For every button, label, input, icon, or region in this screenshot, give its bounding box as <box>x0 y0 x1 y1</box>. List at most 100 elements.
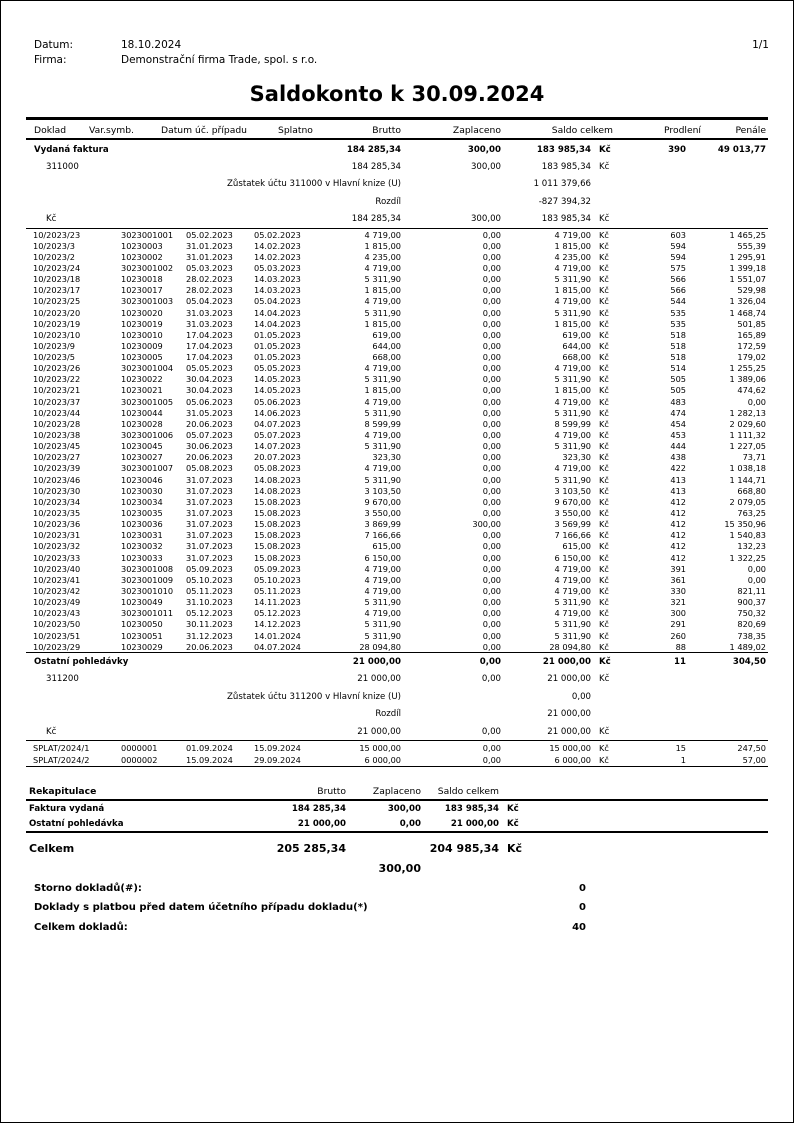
table-row: 10/2023/5 10230005 17.04.2023 01.05.2023 668… <box>26 352 768 363</box>
cell: 0,00 <box>403 641 504 654</box>
currency-suffix: Kč <box>599 656 611 667</box>
cell: 10230035 <box>121 508 163 519</box>
cell: 04.07.2024 <box>248 641 311 654</box>
cell: 260 <box>670 630 687 641</box>
cell: 28 094,80 <box>503 641 594 654</box>
cell: 1 815,00 <box>364 318 402 329</box>
cell: 518 <box>670 340 687 351</box>
cell: 6 150,00 <box>554 552 592 563</box>
cell: 566 <box>670 285 687 296</box>
table-row: 10/2023/44 10230044 31.05.2023 14.06.2023 5 … <box>26 407 768 418</box>
cell: 05.07.2023 <box>254 430 301 441</box>
cell: 4 719,00 <box>364 463 402 474</box>
currency-suffix: Kč <box>507 803 519 814</box>
col-zaplaceno: Zaplaceno <box>452 125 501 136</box>
cell: 5 311,90 <box>364 307 402 318</box>
cell: 05.09.2023 <box>186 563 233 574</box>
cell: 10/2023/26 <box>33 363 81 374</box>
cell: 05.06.2023 <box>254 396 301 407</box>
cell: 0,00 <box>482 586 502 597</box>
cell: 73,71 <box>742 452 767 463</box>
cell: 483 <box>670 396 687 407</box>
cell: 5 311,90 <box>554 597 592 608</box>
currency-suffix: Kč <box>599 485 609 496</box>
cell: 10230050 <box>121 619 163 630</box>
cell: 31.07.2023 <box>186 508 233 519</box>
zustatek-row: Zůstatek účtu 311200 v Hlavní knize (U) … <box>26 688 768 705</box>
cell: 555,39 <box>737 240 767 251</box>
cell: 31.07.2023 <box>186 552 233 563</box>
cell: 10230003 <box>121 240 163 251</box>
cell: 10230044 <box>121 407 163 418</box>
table-row: 10/2023/2 10230002 31.01.2023 14.02.2023 4 2… <box>26 251 768 262</box>
cell: 10230002 <box>121 251 163 262</box>
cell: 594 <box>670 251 687 262</box>
cell: 5 311,90 <box>364 619 402 630</box>
cell: 0,00 <box>482 474 502 485</box>
cell: 0,00 <box>482 262 502 273</box>
currency-suffix: Kč <box>599 586 609 597</box>
cell: 88 <box>631 641 692 654</box>
cell: 05.08.2023 <box>254 463 301 474</box>
cell: 668,00 <box>372 352 402 363</box>
cell: 10230036 <box>121 519 163 530</box>
cell: 0,00 <box>482 385 502 396</box>
cell: 8 599,99 <box>364 418 402 429</box>
cell: 01.05.2023 <box>254 329 301 340</box>
cell: 444 <box>670 441 687 452</box>
cell: 10230010 <box>121 329 163 340</box>
cell: 132,23 <box>737 541 767 552</box>
cell: 330 <box>670 586 687 597</box>
cell: 4 719,00 <box>364 586 402 597</box>
cell: 615,00 <box>562 541 592 552</box>
cell: 0,00 <box>482 251 502 262</box>
cell: 535 <box>670 318 687 329</box>
cell: 10/2023/5 <box>33 352 75 363</box>
cell: 14.03.2023 <box>254 285 301 296</box>
rekapitulace-row: Ostatní pohledávka 21 000,00 0,00 21 000… <box>26 816 768 833</box>
currency-suffix: Kč <box>599 474 609 485</box>
cell: 10/2023/33 <box>33 552 81 563</box>
cell: 412 <box>670 496 687 507</box>
cell: 1 815,00 <box>364 285 402 296</box>
table-row: 10/2023/25 3023001003 05.04.2023 05.04.2023… <box>26 296 768 307</box>
cell: 0,00 <box>482 396 502 407</box>
cell: 4 235,00 <box>364 251 402 262</box>
cell: 1 551,07 <box>729 274 767 285</box>
cell: 0,00 <box>482 307 502 318</box>
currency-suffix: Kč <box>599 630 609 641</box>
currency-suffix: Kč <box>599 674 610 685</box>
cell: 10/2023/17 <box>33 285 81 296</box>
currency-suffix: Kč <box>599 274 609 285</box>
cell: 05.11.2023 <box>186 586 233 597</box>
cell: 30.04.2023 <box>186 374 233 385</box>
title-rule <box>26 117 768 120</box>
currency-suffix: Kč <box>599 285 609 296</box>
cell: 165,89 <box>737 329 767 340</box>
cell: 10230051 <box>121 630 163 641</box>
currency-suffix: Kč <box>599 552 609 563</box>
table-row: 10/2023/28 10230028 20.06.2023 04.07.2023 8 … <box>26 418 768 429</box>
currency-suffix: Kč <box>599 385 609 396</box>
currency-suffix: Kč <box>593 210 632 229</box>
cell: 179,02 <box>737 352 767 363</box>
cell: 15.09.2024 <box>254 742 301 753</box>
cell: 5 311,90 <box>364 274 402 285</box>
zustatek-label: Zůstatek účtu 311200 v Hlavní knize (U) <box>227 691 402 702</box>
table-row: 10/2023/10 10230010 17.04.2023 01.05.2023 61… <box>26 329 768 340</box>
currency-suffix: Kč <box>599 742 609 753</box>
cell: 763,25 <box>737 508 767 519</box>
cell: 14.06.2023 <box>254 407 301 418</box>
cell: 0,00 <box>482 363 502 374</box>
table-row: 10/2023/36 10230036 31.07.2023 15.08.2023 3 … <box>26 519 768 530</box>
cell: 10230019 <box>121 318 163 329</box>
currency-suffix: Kč <box>599 619 609 630</box>
cell: 544 <box>670 296 687 307</box>
cell: 5 311,90 <box>364 407 402 418</box>
cell: 31.10.2023 <box>186 597 233 608</box>
cell: 5 311,90 <box>364 597 402 608</box>
cell: 31.07.2023 <box>186 496 233 507</box>
cell: 594 <box>670 240 687 251</box>
cell: 10230018 <box>121 274 163 285</box>
cell: 10230031 <box>121 530 163 541</box>
